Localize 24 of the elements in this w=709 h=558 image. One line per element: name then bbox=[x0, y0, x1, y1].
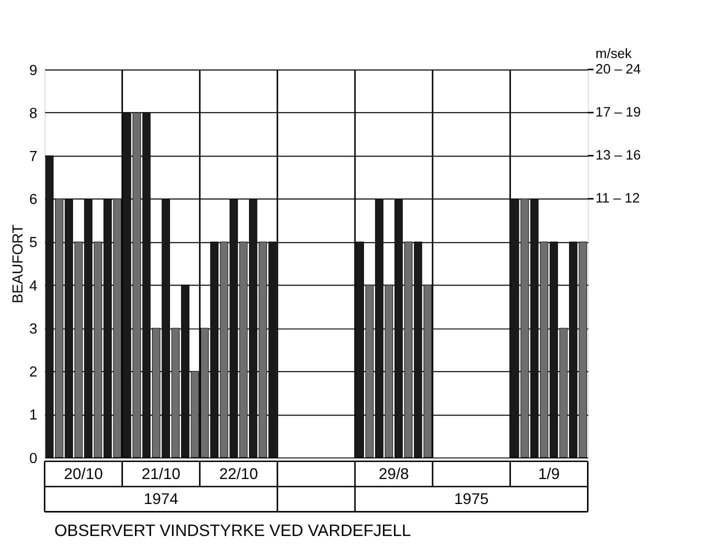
x-tick-label: 22/10 bbox=[219, 466, 258, 483]
text: 1975 bbox=[454, 491, 489, 508]
y-tick-label: 6 bbox=[29, 192, 38, 208]
y-tick-label: 1 bbox=[29, 408, 38, 424]
y-tick-label: 3 bbox=[29, 321, 38, 338]
x-tick-label: 29/8 bbox=[378, 466, 409, 483]
x-tick-label: 21/10 bbox=[142, 466, 181, 483]
y-tick-label: 4 bbox=[29, 278, 38, 294]
text: 11 – 12 bbox=[596, 190, 640, 206]
y-tick-label: 5 bbox=[29, 235, 38, 252]
y-tick-label: 2 bbox=[29, 364, 38, 381]
text: OBSERVERT VINDSTYRKE VED VARDEFJELL bbox=[54, 522, 411, 540]
text: 13 – 16 bbox=[596, 148, 641, 163]
x-tick-label: 20/10 bbox=[64, 466, 104, 483]
y-tick-label: 7 bbox=[29, 149, 38, 166]
x-tick-label: 1/9 bbox=[538, 466, 560, 483]
y-tick-label: 0 bbox=[29, 450, 38, 467]
y2-axis-title: m/sek bbox=[596, 46, 632, 61]
y-axis-title: BEAUFORT bbox=[10, 224, 26, 304]
y-tick-label: 8 bbox=[29, 106, 38, 122]
text: 20 – 24 bbox=[596, 61, 642, 76]
y-tick-label: 9 bbox=[29, 62, 38, 79]
text: 17 – 19 bbox=[596, 104, 641, 120]
text: 1974 bbox=[144, 491, 179, 508]
